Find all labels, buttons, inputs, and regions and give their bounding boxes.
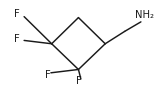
Text: F: F [14,9,20,19]
Text: F: F [45,70,50,80]
Text: F: F [14,34,20,44]
Text: F: F [76,76,82,86]
Text: NH₂: NH₂ [135,10,154,20]
